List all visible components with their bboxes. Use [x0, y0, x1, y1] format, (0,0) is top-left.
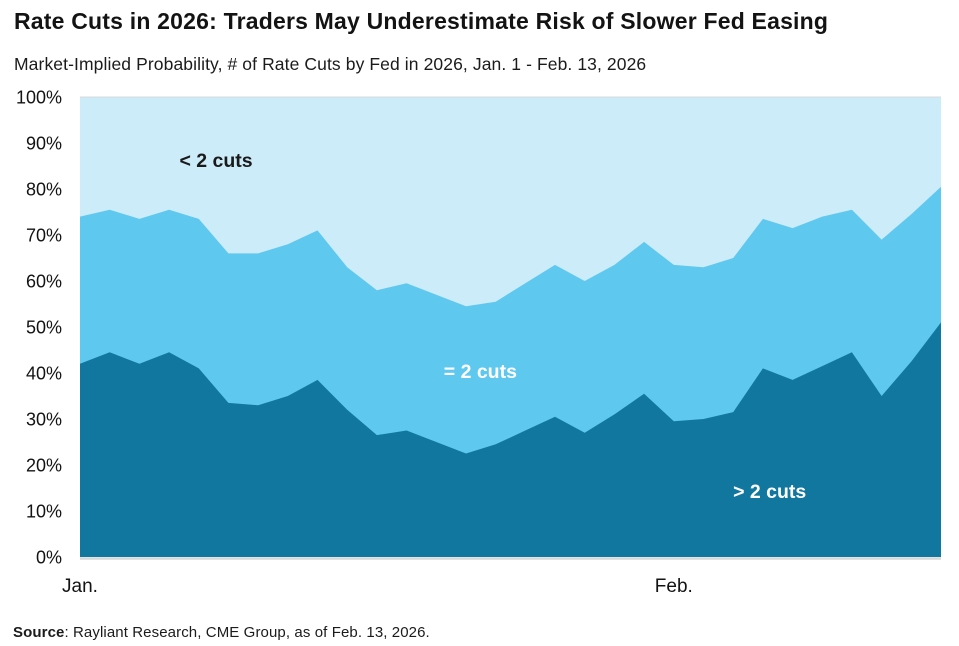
- source-label: Source: [13, 624, 65, 641]
- source-line: Source: Rayliant Research, CME Group, as…: [13, 624, 430, 641]
- x-tick-label: Feb.: [655, 576, 693, 597]
- y-tick-label: 20%: [26, 456, 62, 476]
- area-gt-2-cuts: [80, 322, 941, 557]
- y-tick-label: 100%: [16, 88, 62, 108]
- x-tick-label: Jan.: [62, 576, 98, 597]
- y-tick-label: 10%: [26, 502, 62, 522]
- y-tick-label: 0%: [36, 548, 62, 568]
- series-label: < 2 cuts: [179, 150, 252, 172]
- y-tick-label: 40%: [26, 364, 62, 384]
- source-text: : Rayliant Research, CME Group, as of Fe…: [64, 624, 430, 641]
- y-tick-label: 90%: [26, 134, 62, 154]
- y-tick-label: 80%: [26, 180, 62, 200]
- y-tick-label: 50%: [26, 318, 62, 338]
- series-label: > 2 cuts: [733, 481, 806, 503]
- chart-subtitle: Market-Implied Probability, # of Rate Cu…: [14, 54, 647, 74]
- chart-title: Rate Cuts in 2026: Traders May Underesti…: [14, 8, 829, 34]
- y-tick-label: 30%: [26, 410, 62, 430]
- y-tick-label: 60%: [26, 272, 62, 292]
- series-label: = 2 cuts: [444, 361, 517, 383]
- y-tick-label: 70%: [26, 226, 62, 246]
